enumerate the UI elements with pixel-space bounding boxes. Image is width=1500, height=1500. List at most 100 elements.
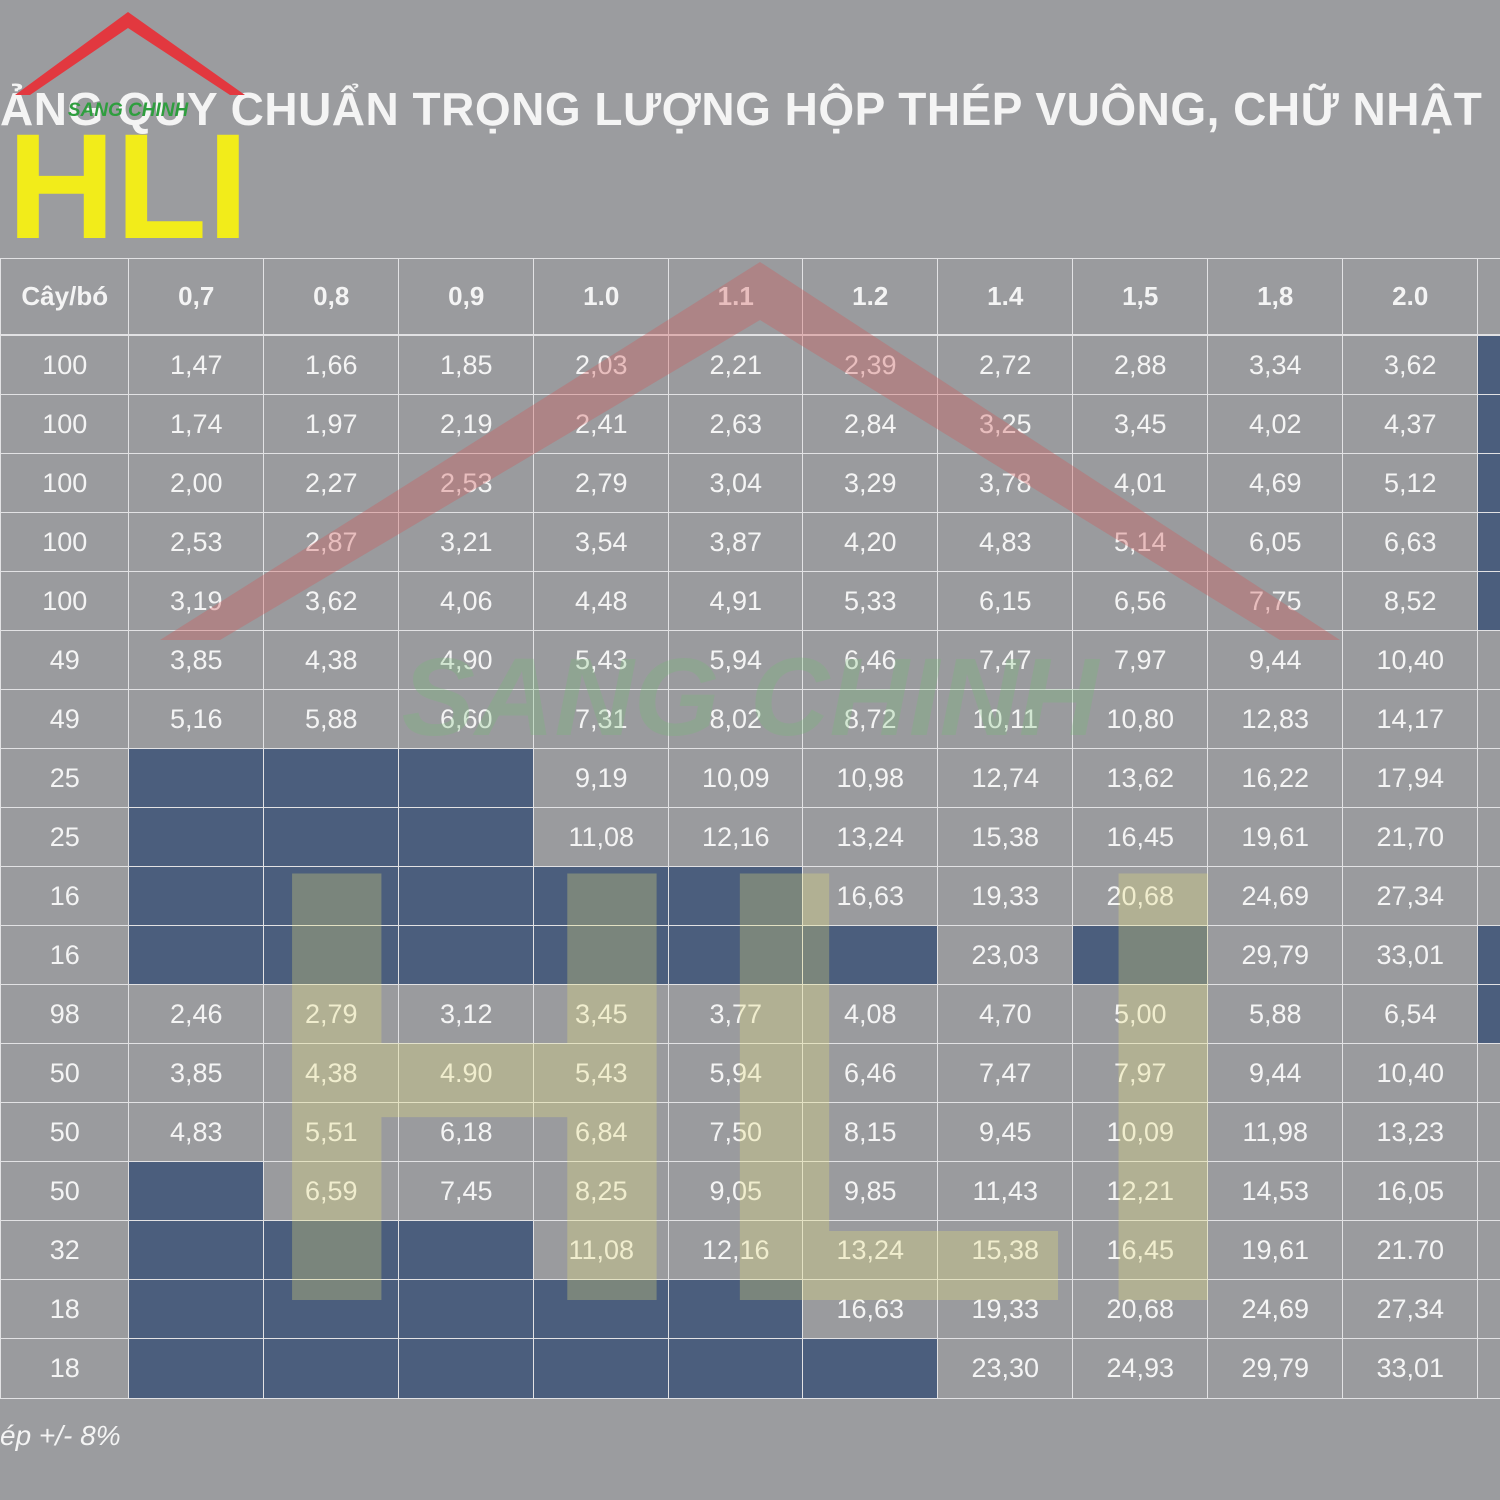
table-cell: 5,43 [533, 630, 670, 691]
empty-cell [1477, 748, 1500, 809]
empty-cell [668, 866, 804, 927]
empty-cell [1072, 925, 1209, 986]
table-cell: 49 [0, 689, 130, 750]
empty-cell [128, 1279, 265, 1340]
table-cell: 98 [0, 984, 130, 1045]
table-cell: 2,27 [263, 453, 400, 514]
empty-cell [1477, 394, 1500, 455]
table-cell: 2,84 [802, 394, 939, 455]
table-cell: 33,01 [1342, 1338, 1479, 1399]
column-header: 0,8 [263, 258, 400, 335]
logo-letters: HLI [7, 102, 249, 250]
table-cell: 2,72 [937, 335, 1074, 396]
empty-cell [128, 1338, 265, 1399]
column-header: 1,5 [1072, 258, 1209, 335]
table-cell: 24,93 [1072, 1338, 1209, 1399]
empty-cell [398, 807, 535, 868]
table-cell: 4,20 [802, 512, 939, 573]
table-cell: 5,88 [263, 689, 400, 750]
table-cell: 3,45 [1072, 394, 1209, 455]
table-cell: 3,29 [802, 453, 939, 514]
table-cell: 11,08 [533, 807, 670, 868]
empty-cell [128, 748, 265, 809]
empty-cell [263, 1338, 400, 1399]
table-cell: 1,74 [128, 394, 265, 455]
table-cell: 20,68 [1072, 866, 1209, 927]
table-cell: 14,17 [1342, 689, 1479, 750]
table-cell: 6,54 [1342, 984, 1479, 1045]
table-cell: 3,54 [533, 512, 670, 573]
table-cell: 17,94 [1342, 748, 1479, 809]
empty-cell [398, 1279, 535, 1340]
table-cell: 1,85 [398, 335, 535, 396]
empty-cell [263, 866, 400, 927]
table-cell: 4,69 [1207, 453, 1344, 514]
table-cell: 3,62 [1342, 335, 1479, 396]
table-cell: 100 [0, 571, 130, 632]
empty-cell [1477, 689, 1500, 750]
table-cell: 9,44 [1207, 630, 1344, 691]
logo: HLI SANG CHINH [7, 12, 249, 250]
table-cell: 19,33 [937, 866, 1074, 927]
table-cell: 7,45 [398, 1161, 535, 1222]
empty-cell [1477, 630, 1500, 691]
table-cell: 2,46 [128, 984, 265, 1045]
empty-cell [802, 1338, 939, 1399]
empty-cell [668, 1338, 804, 1399]
table-cell: 20,68 [1072, 1279, 1209, 1340]
table-cell: 12,16 [668, 807, 804, 868]
table-cell: 10,09 [1072, 1102, 1209, 1163]
table-cell: 12,16 [668, 1220, 804, 1281]
table-cell: 2,87 [263, 512, 400, 573]
table-cell: 5,43 [533, 1043, 670, 1104]
table-cell: 2,53 [398, 453, 535, 514]
table-cell: 2,79 [533, 453, 670, 514]
table-cell: 2,88 [1072, 335, 1209, 396]
column-header: 0,7 [128, 258, 265, 335]
table-cell: 14,53 [1207, 1161, 1344, 1222]
table-cell: 3,77 [668, 984, 804, 1045]
empty-cell [1477, 1220, 1500, 1281]
table-cell: 16,05 [1342, 1161, 1479, 1222]
table-cell: 1,66 [263, 335, 400, 396]
table-cell: 6,46 [802, 1043, 939, 1104]
table-cell: 9,85 [802, 1161, 939, 1222]
table-cell: 11,43 [937, 1161, 1074, 1222]
table-cell: 2,00 [128, 453, 265, 514]
empty-cell [1477, 1161, 1500, 1222]
table-cell: 27,34 [1342, 866, 1479, 927]
column-header: 1,8 [1207, 258, 1344, 335]
table-cell: 5,94 [668, 1043, 804, 1104]
table-cell: 23,03 [937, 925, 1074, 986]
table-cell: 3,21 [398, 512, 535, 573]
empty-cell [128, 1220, 265, 1281]
table-cell: 2,41 [533, 394, 670, 455]
table-cell: 7,75 [1207, 571, 1344, 632]
empty-cell [263, 1279, 400, 1340]
table-cell: 10,40 [1342, 1043, 1479, 1104]
empty-cell [263, 925, 400, 986]
empty-cell [263, 807, 400, 868]
table-cell: 15,38 [937, 1220, 1074, 1281]
table-cell: 7,97 [1072, 1043, 1209, 1104]
empty-cell [1477, 335, 1500, 396]
table-cell: 12,74 [937, 748, 1074, 809]
table-cell: 100 [0, 512, 130, 573]
column-header: 1.4 [937, 258, 1074, 335]
table-cell: 3,85 [128, 1043, 265, 1104]
empty-cell [1477, 258, 1500, 335]
empty-cell [263, 748, 400, 809]
table-cell: 49 [0, 630, 130, 691]
table-cell: 50 [0, 1102, 130, 1163]
table-cell: 3,62 [263, 571, 400, 632]
empty-cell [668, 925, 804, 986]
column-header: 0,9 [398, 258, 535, 335]
table-cell: 7,50 [668, 1102, 804, 1163]
table-cell: 19,61 [1207, 1220, 1344, 1281]
table-cell: 23,30 [937, 1338, 1074, 1399]
table-cell: 5,33 [802, 571, 939, 632]
table-cell: 2,53 [128, 512, 265, 573]
table-cell: 16 [0, 866, 130, 927]
